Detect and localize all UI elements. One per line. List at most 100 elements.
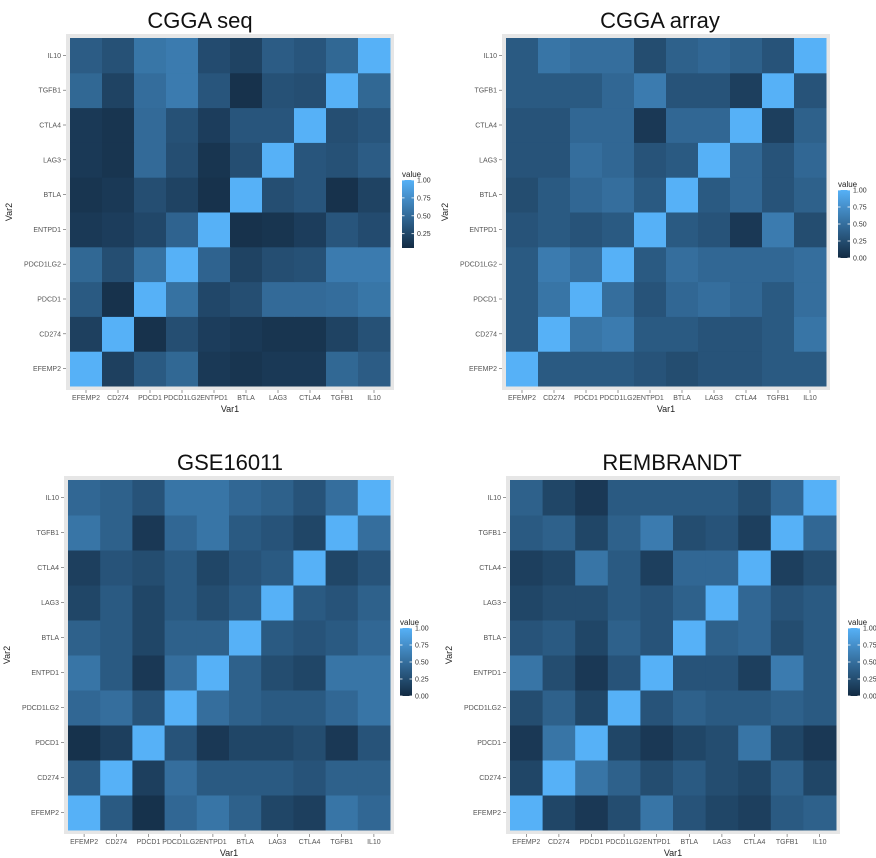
y-axis-title: Var2 — [2, 646, 12, 664]
x-tick-label: BTLA — [673, 395, 691, 402]
heatmap-cell — [100, 760, 133, 796]
heatmap-cell — [634, 107, 667, 143]
legend-tick-label: 1.00 — [415, 626, 429, 633]
legend-colorbar — [848, 628, 860, 696]
heatmap-cell — [293, 795, 327, 831]
y-tick-label: PDCD1 — [35, 740, 59, 747]
heatmap-cell — [134, 351, 167, 387]
legend-colorbar — [402, 180, 414, 248]
heatmap-cell — [705, 795, 739, 831]
y-tick-label: BTLA — [483, 635, 501, 642]
heatmap-cell — [730, 177, 763, 213]
heatmap-cell — [196, 515, 230, 551]
heatmap-cell — [607, 690, 641, 726]
y-tick-label: ENTPD1 — [473, 670, 501, 677]
heatmap-cell — [229, 725, 262, 761]
heatmap-cell — [70, 177, 103, 213]
heatmap-cell — [738, 480, 772, 516]
x-tick-label: LAG3 — [269, 395, 287, 402]
heatmap-cell — [294, 281, 327, 317]
heatmap-cell — [102, 246, 135, 283]
heatmap-cell — [602, 246, 635, 283]
heatmap-cell — [68, 725, 101, 761]
heatmap-cell — [132, 655, 166, 691]
legend-tick-label: 0.50 — [853, 222, 867, 229]
heatmap-cell — [293, 480, 327, 516]
heatmap-cell — [132, 760, 166, 796]
heatmap-cell — [634, 212, 667, 248]
heatmap-cell — [262, 281, 295, 317]
heatmap-cell — [607, 620, 641, 656]
heatmap-cell — [132, 620, 166, 656]
heatmap-cell — [510, 550, 544, 586]
heatmap-cell — [673, 480, 707, 516]
heatmap-cell — [698, 316, 731, 352]
x-tick-label: CTLA4 — [735, 395, 757, 402]
heatmap-cell — [738, 690, 772, 726]
heatmap-cell — [698, 107, 731, 143]
heatmap-cell — [230, 107, 263, 143]
heatmap-cell — [261, 795, 294, 831]
legend-tick-label: 0.50 — [863, 660, 876, 667]
heatmap-cell — [325, 655, 359, 691]
heatmap-cell — [762, 177, 795, 213]
heatmap-cell — [634, 72, 667, 109]
x-tick-label: BTLA — [236, 839, 254, 846]
heatmap-cell — [68, 690, 101, 726]
heatmap-cell — [506, 107, 539, 143]
y-tick-label: TGFB1 — [36, 530, 59, 537]
heatmap-cell — [326, 142, 359, 178]
heatmap-cell — [794, 142, 827, 178]
heatmap-cell — [68, 620, 101, 656]
heatmap-cell — [68, 795, 101, 831]
y-tick-label: CTLA4 — [37, 565, 59, 572]
heatmap-cell — [803, 620, 837, 656]
y-tick-label: IL10 — [45, 495, 59, 502]
heatmap-cell — [230, 351, 263, 387]
heatmap-cell — [357, 690, 391, 726]
heatmap-cell — [196, 550, 230, 586]
heatmap-cell — [102, 351, 135, 387]
heatmap-cell — [198, 212, 231, 248]
heatmap-cell — [134, 177, 167, 213]
heatmap-cell — [70, 281, 103, 317]
legend-tick-label: 1.00 — [863, 626, 876, 633]
heatmap-cell — [325, 550, 359, 586]
heatmap-cell — [575, 550, 609, 586]
heatmap-cell — [510, 760, 544, 796]
heatmap-cell — [705, 655, 739, 691]
heatmap-cell — [794, 212, 827, 248]
heatmap-cell — [230, 177, 263, 213]
heatmap-cell — [134, 212, 167, 248]
heatmap-cell — [510, 620, 544, 656]
heatmap-cell — [198, 246, 231, 283]
heatmap-cell — [738, 515, 772, 551]
heatmap-cell — [542, 550, 576, 586]
heatmap-cell — [698, 281, 731, 317]
x-axis-title: Var1 — [657, 404, 675, 414]
heatmap-cell — [602, 177, 635, 213]
heatmap-cell — [698, 212, 731, 248]
heatmap-cell — [325, 585, 359, 621]
heatmap-cell — [762, 281, 795, 317]
heatmap-cell — [570, 281, 603, 317]
heatmap-cell — [100, 585, 133, 621]
heatmap-cell — [100, 655, 133, 691]
heatmap-cell — [293, 725, 327, 761]
heatmap-cell — [538, 72, 571, 109]
heatmap-cell — [607, 550, 641, 586]
heatmap-cell — [357, 515, 391, 551]
heatmap-cell — [68, 655, 101, 691]
heatmap-cell — [293, 585, 327, 621]
heatmap-cell — [762, 72, 795, 109]
heatmap-cell — [198, 351, 231, 387]
heatmap-cell — [326, 177, 359, 213]
heatmap-cell — [640, 760, 674, 796]
y-tick-label: TGFB1 — [38, 88, 61, 95]
y-tick-label: LAG3 — [479, 157, 497, 164]
heatmap-cell — [634, 351, 667, 387]
heatmap-cell — [640, 550, 674, 586]
heatmap-cell — [803, 515, 837, 551]
heatmap-cell — [293, 550, 327, 586]
